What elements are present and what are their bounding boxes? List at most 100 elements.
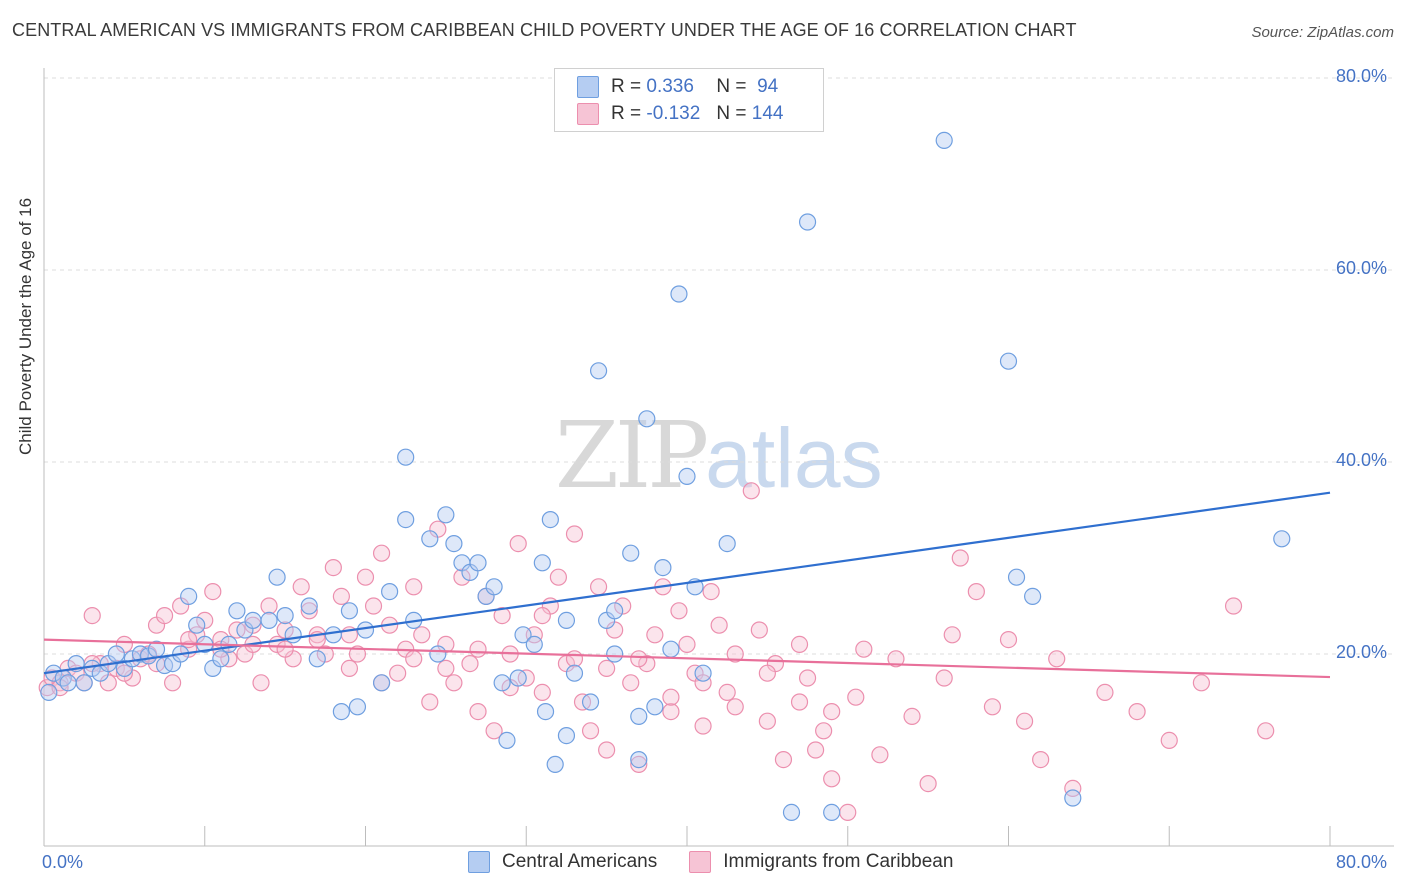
caribbean-point <box>1015 712 1034 730</box>
central-american-point <box>581 693 600 711</box>
caribbean-point <box>823 702 841 721</box>
caribbean-point <box>485 722 503 740</box>
legend-n-label: N = <box>716 103 747 124</box>
caribbean-point <box>855 640 873 658</box>
caribbean-point <box>348 645 367 663</box>
trend-line <box>43 491 1331 675</box>
central-american-point <box>536 702 555 721</box>
caribbean-point <box>292 578 310 596</box>
caribbean-point <box>324 558 342 577</box>
legend-r-label: R = <box>611 103 642 124</box>
caribbean-point <box>750 621 768 639</box>
caribbean-point <box>533 683 551 702</box>
central-american-point <box>1024 587 1042 606</box>
chart-source: Source: ZipAtlas.com <box>1251 24 1394 41</box>
caribbean-point <box>340 659 359 678</box>
central-american-point <box>533 554 551 572</box>
caribbean-point <box>662 688 680 706</box>
caribbean-point <box>694 674 712 692</box>
caribbean-point <box>405 578 423 596</box>
caribbean-point <box>461 654 479 673</box>
caribbean-point <box>260 597 278 615</box>
central-american-point <box>485 578 503 596</box>
central-american-point <box>276 606 294 625</box>
central-american-point <box>589 362 608 380</box>
central-american-point <box>557 726 576 745</box>
caribbean-point <box>565 650 584 668</box>
caribbean-point <box>364 597 383 615</box>
central-american-point <box>557 611 576 630</box>
caribbean-point <box>726 698 744 716</box>
caribbean-point <box>469 640 487 658</box>
caribbean-point <box>1192 674 1211 692</box>
caribbean-point <box>1064 779 1082 798</box>
central-american-point <box>638 410 656 428</box>
caribbean-point <box>758 712 776 730</box>
caribbean-point <box>1096 683 1114 702</box>
caribbean-point <box>935 669 953 687</box>
central-american-point <box>606 645 624 663</box>
caribbean-point <box>670 602 688 620</box>
central-american-point <box>372 674 391 692</box>
caribbean-point <box>815 722 833 740</box>
legend-r-value: 0.336 <box>646 76 694 97</box>
caribbean-point <box>252 674 270 692</box>
central-american-point <box>268 568 286 586</box>
central-american-point <box>59 674 77 692</box>
caribbean-point <box>164 674 182 692</box>
legend-item-central-americans: Central Americans <box>468 851 657 873</box>
central-american-point <box>565 664 584 682</box>
y-tick-label: 20.0% <box>1336 642 1388 662</box>
caribbean-point <box>1257 722 1275 740</box>
central-american-point <box>180 587 198 606</box>
central-american-point <box>646 698 664 716</box>
central-american-point <box>397 510 415 529</box>
legend-r-value: -0.132 <box>646 103 701 124</box>
y-tick-label: 60.0% <box>1336 258 1388 278</box>
central-american-point <box>107 645 125 663</box>
central-american-point <box>670 285 688 303</box>
caribbean-point <box>589 578 608 596</box>
caribbean-point <box>196 611 214 630</box>
central-american-point <box>654 558 672 577</box>
y-axis-label: Child Poverty Under the Age of 16 <box>16 197 35 455</box>
central-american-point <box>260 611 278 630</box>
legend-swatch-pink <box>577 103 599 125</box>
series-caribbean-points <box>38 482 1275 822</box>
caribbean-point <box>445 674 463 692</box>
central-american-point <box>1064 789 1082 807</box>
caribbean-point <box>630 755 648 774</box>
central-american-point <box>546 755 564 774</box>
y-tick-label: 80.0% <box>1336 66 1388 86</box>
legend-n-value: 94 <box>757 76 779 97</box>
central-american-point <box>437 506 455 524</box>
central-american-point <box>284 626 302 644</box>
caribbean-point <box>1048 650 1066 668</box>
legend-n-value: 144 <box>751 103 784 124</box>
central-american-point <box>678 467 696 485</box>
caribbean-point <box>389 664 407 682</box>
caribbean-point <box>951 549 969 567</box>
caribbean-point <box>51 678 69 697</box>
central-american-point <box>798 213 817 231</box>
x-tick-label-max: 80.0% <box>1336 852 1388 872</box>
watermark-atlas: atlas <box>705 411 883 505</box>
caribbean-point <box>598 741 616 759</box>
central-american-point <box>421 530 439 548</box>
legend-swatch-pink <box>689 851 712 873</box>
legend-n-label: N = <box>716 76 747 97</box>
caribbean-point <box>1160 731 1178 750</box>
caribbean-point <box>718 683 736 702</box>
caribbean-point <box>413 626 431 644</box>
central-american-point <box>356 621 375 639</box>
central-american-point <box>1007 568 1026 586</box>
caribbean-point <box>630 650 648 668</box>
legend-r-label: R = <box>611 76 642 97</box>
central-american-point <box>541 510 559 529</box>
central-american-point <box>300 597 318 615</box>
caribbean-point <box>437 659 455 678</box>
caribbean-point <box>244 616 262 634</box>
caribbean-point <box>999 630 1018 649</box>
central-american-point <box>823 803 841 822</box>
central-american-point <box>662 640 680 658</box>
